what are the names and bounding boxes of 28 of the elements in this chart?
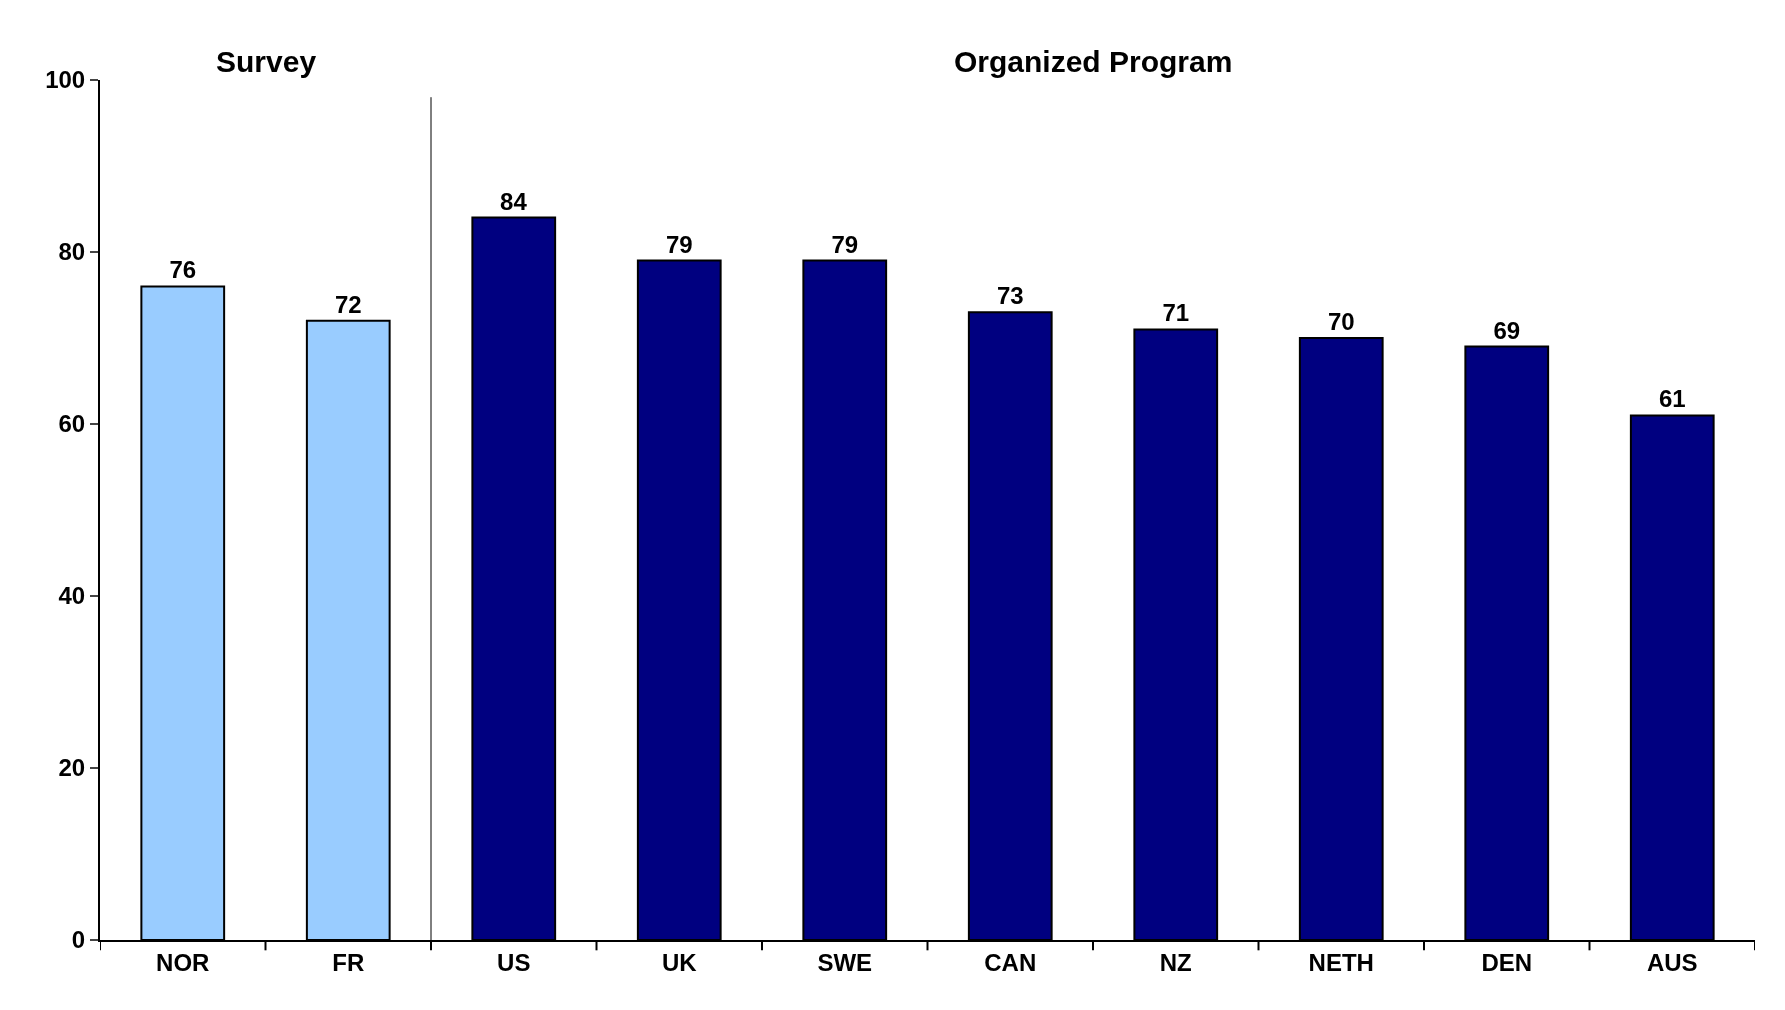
data-label: 69 — [1493, 316, 1521, 344]
x-tick-label: NZ — [1159, 948, 1192, 976]
y-tick-label: 0 — [71, 926, 86, 954]
data-label: 72 — [334, 290, 362, 318]
x-tick-label: DEN — [1481, 948, 1533, 976]
data-label: 84 — [500, 187, 528, 215]
text: Survey — [216, 45, 317, 78]
y-tick-label: 80 — [58, 238, 86, 266]
x-tick-label: US — [497, 948, 531, 976]
x-tick-label: SWE — [817, 948, 873, 976]
data-label: 70 — [1327, 308, 1355, 335]
text: Organized Program — [954, 45, 1233, 78]
x-tick-label: AUS — [1646, 948, 1698, 976]
x-tick-label: NOR — [156, 948, 210, 976]
y-tick-label: 40 — [58, 582, 86, 610]
y-tick-label: 60 — [58, 410, 86, 438]
data-label: 79 — [831, 230, 859, 258]
x-tick-label: UK — [661, 948, 698, 976]
data-label: 61 — [1658, 385, 1686, 413]
x-tick-label: CAN — [984, 948, 1037, 976]
y-tick-label: 20 — [58, 754, 86, 782]
x-tick-label: NETH — [1308, 948, 1374, 976]
data-label: 76 — [169, 256, 197, 284]
x-tick-label: FR — [332, 948, 365, 976]
data-label: 73 — [996, 282, 1024, 310]
y-tick-label: 100 — [45, 66, 86, 94]
data-label: 79 — [665, 230, 693, 258]
data-label: 71 — [1162, 299, 1190, 327]
